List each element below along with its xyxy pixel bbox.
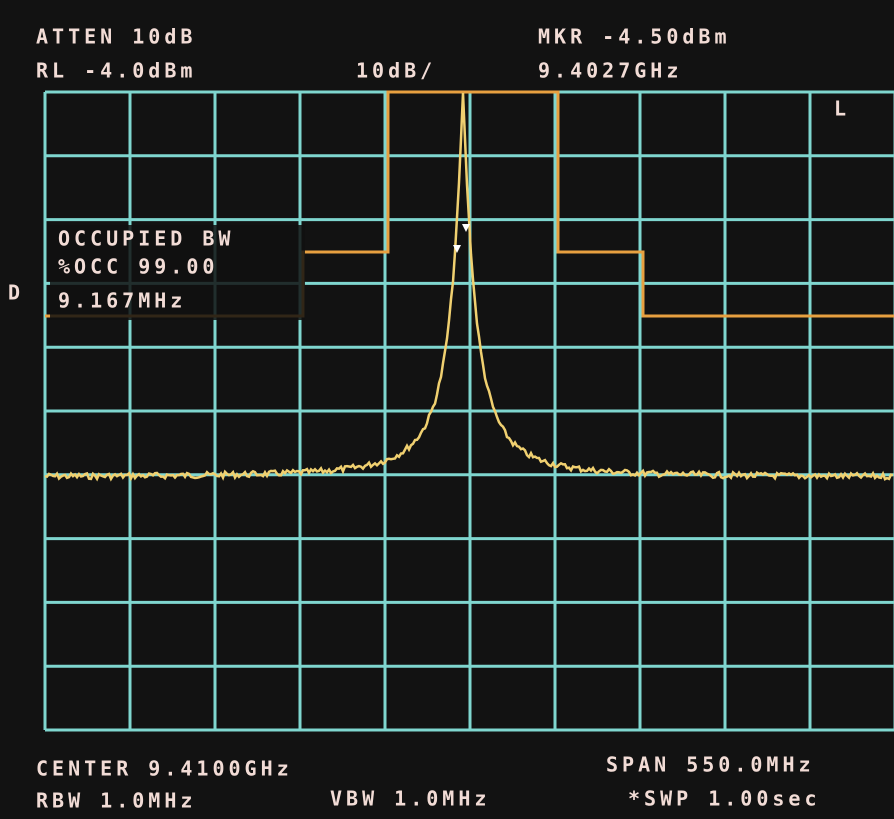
side-flag: D [8, 281, 24, 305]
occupied-bw-title: OCCUPIED BW [58, 227, 234, 251]
rbw: RBW 1.0MHz [36, 789, 196, 813]
mode-flag: L [834, 97, 850, 121]
span: SPAN 550.0MHz [606, 753, 815, 777]
atten: ATTEN 10dB [36, 25, 196, 49]
occupied-percent: %OCC 99.00 [58, 255, 218, 279]
scale: 10dB/ [356, 59, 436, 83]
ref-level: RL -4.0dBm [36, 59, 196, 83]
vbw: VBW 1.0MHz [330, 787, 490, 811]
center-freq: CENTER 9.4100GHz [36, 757, 293, 781]
occupied-bandwidth: 9.167MHz [58, 289, 186, 313]
sweep: *SWP 1.00sec [628, 787, 821, 811]
marker-freq: 9.4027GHz [538, 59, 682, 83]
analyzer-screen: ATTEN 10dB RL -4.0dBm 10dB/ MKR -4.50dBm… [0, 0, 894, 819]
marker-level: MKR -4.50dBm [538, 25, 731, 49]
